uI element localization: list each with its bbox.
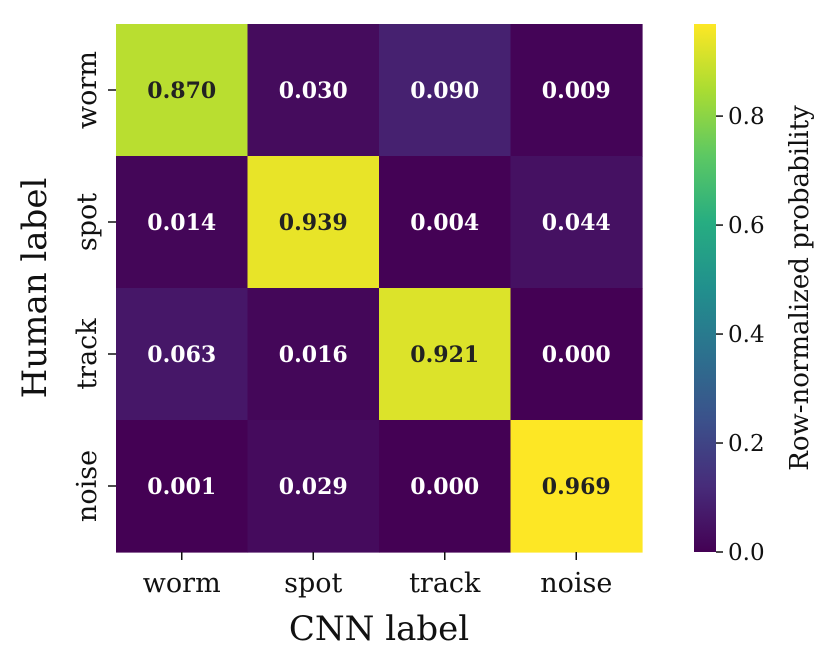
colorbar-tick-label: 0.4 xyxy=(728,322,765,348)
colorbar-tick-label: 0.6 xyxy=(728,213,765,239)
colorbar-tick-label: 0.8 xyxy=(728,104,765,130)
colorbar xyxy=(694,24,716,552)
cell-value-label: 0.000 xyxy=(542,342,611,368)
y-axis-ticks: worm spot track noise xyxy=(72,51,116,522)
heatmap-cell xyxy=(247,24,380,157)
heatmap-cell xyxy=(379,288,512,421)
cell-value-label: 0.030 xyxy=(279,78,348,104)
heatmap-cell xyxy=(116,156,249,289)
cell-value-label: 0.004 xyxy=(410,210,479,236)
cell-value-label: 0.939 xyxy=(279,210,348,236)
x-tick-label: spot xyxy=(284,568,342,599)
heatmap-cell xyxy=(116,24,249,157)
x-axis-ticks: worm spot track noise xyxy=(143,552,612,599)
x-axis-title: CNN label xyxy=(289,609,469,649)
y-tick-label: worm xyxy=(72,51,103,129)
cell-value-label: 0.009 xyxy=(542,78,611,104)
cell-value-label: 0.001 xyxy=(147,474,216,500)
cell-value-label: 0.044 xyxy=(542,210,611,236)
heatmap-cell xyxy=(510,156,643,289)
heatmap-cell xyxy=(116,420,249,553)
colorbar-tick-label: 0.0 xyxy=(728,540,765,566)
y-axis-title: Human label xyxy=(15,178,55,399)
heatmap-cell xyxy=(379,24,512,157)
heatmap-cell xyxy=(116,288,249,421)
x-tick-label: noise xyxy=(540,568,612,599)
x-tick-label: worm xyxy=(143,568,221,599)
heatmap-cell xyxy=(247,288,380,421)
heatmap-cell xyxy=(379,420,512,553)
x-tick-label: track xyxy=(409,568,481,599)
heatmap-cell xyxy=(247,420,380,553)
heatmap-cell xyxy=(247,156,380,289)
heatmap-cell xyxy=(379,156,512,289)
cell-value-label: 0.090 xyxy=(410,78,479,104)
cell-value-label: 0.870 xyxy=(147,78,216,104)
heatmap-cell-labels: 0.870 0.030 0.090 0.009 0.014 0.939 0.004 0.044… xyxy=(147,78,610,500)
heatmap-cell xyxy=(510,420,643,553)
cell-value-label: 0.921 xyxy=(410,342,479,368)
heatmap-cell xyxy=(510,288,643,421)
colorbar-tick-label: 0.2 xyxy=(728,431,765,457)
cell-value-label: 0.000 xyxy=(410,474,479,500)
heatmap-cells xyxy=(116,24,643,553)
cell-value-label: 0.063 xyxy=(147,342,216,368)
colorbar-title: Row-normalized probability xyxy=(785,105,815,471)
cell-value-label: 0.014 xyxy=(147,210,216,236)
y-tick-label: spot xyxy=(72,193,103,251)
heatmap-cell xyxy=(510,24,643,157)
colorbar-ticks: 0.0 0.2 0.4 0.6 0.8 xyxy=(716,104,765,566)
y-tick-label: noise xyxy=(72,450,103,522)
cell-value-label: 0.016 xyxy=(279,342,348,368)
y-tick-label: track xyxy=(72,318,103,390)
cell-value-label: 0.969 xyxy=(542,474,611,500)
cell-value-label: 0.029 xyxy=(279,474,348,500)
